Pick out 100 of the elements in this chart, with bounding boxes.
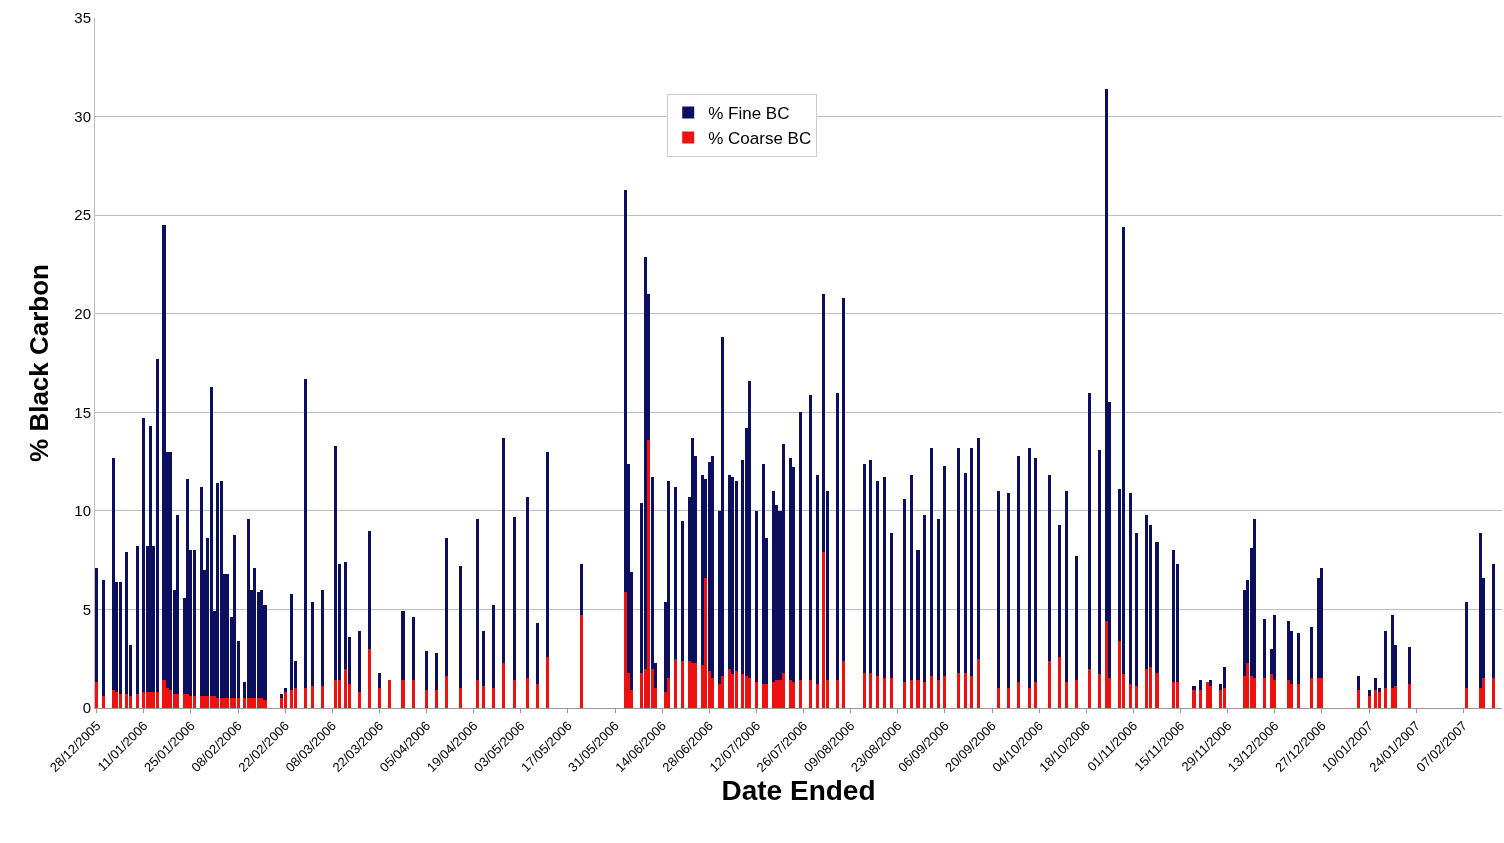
bar xyxy=(1199,680,1203,691)
bar xyxy=(640,672,644,708)
bar xyxy=(1296,684,1300,708)
bar xyxy=(1246,662,1250,708)
bar xyxy=(1155,542,1159,673)
bar xyxy=(236,698,240,708)
bar xyxy=(253,568,257,699)
bar xyxy=(152,692,156,708)
bar xyxy=(579,615,583,708)
bar xyxy=(1128,493,1132,685)
x-axis-title: Date Ended xyxy=(721,774,876,806)
bar xyxy=(903,682,907,708)
bar xyxy=(401,680,405,708)
bar xyxy=(680,520,684,661)
bar xyxy=(1155,672,1159,708)
bar xyxy=(623,591,627,708)
bar xyxy=(475,680,479,708)
bar xyxy=(253,698,257,708)
bar xyxy=(923,682,927,708)
bar xyxy=(135,694,139,708)
bar xyxy=(909,680,913,708)
bar xyxy=(95,682,99,708)
bar xyxy=(674,658,678,708)
bar xyxy=(1407,646,1411,685)
bar xyxy=(1007,688,1011,708)
bar xyxy=(1064,682,1068,708)
bar xyxy=(401,611,405,681)
bar xyxy=(882,477,886,679)
bar xyxy=(1074,556,1078,681)
bar xyxy=(1074,680,1078,708)
bar xyxy=(734,670,738,708)
bar xyxy=(1407,684,1411,708)
bar xyxy=(734,481,738,671)
bar xyxy=(182,694,186,708)
bar xyxy=(263,700,267,708)
bar xyxy=(842,297,846,661)
bar xyxy=(754,682,758,708)
bar xyxy=(791,682,795,708)
bar xyxy=(808,680,812,708)
y-tick-label: 30 xyxy=(74,107,91,125)
bar xyxy=(1492,678,1496,708)
bar xyxy=(761,684,765,708)
bar xyxy=(229,698,233,708)
bar xyxy=(1290,684,1294,708)
bar xyxy=(246,698,250,708)
bar xyxy=(243,698,247,708)
bar xyxy=(536,684,540,708)
bar xyxy=(283,692,287,708)
bar xyxy=(209,386,213,697)
bar xyxy=(155,692,159,708)
bar xyxy=(761,463,765,685)
bar xyxy=(1098,449,1102,675)
bar xyxy=(1057,656,1061,708)
bar xyxy=(929,447,933,677)
bar xyxy=(377,672,381,689)
bar xyxy=(771,491,775,683)
bar xyxy=(1357,676,1361,691)
bar xyxy=(1222,666,1226,689)
bar xyxy=(233,698,237,708)
bar xyxy=(1465,688,1469,708)
bar xyxy=(1175,682,1179,708)
bar xyxy=(862,463,866,673)
bar xyxy=(835,392,839,681)
bar xyxy=(226,698,230,708)
bar xyxy=(694,662,698,708)
bar xyxy=(977,437,981,659)
bar xyxy=(1374,678,1378,691)
bar xyxy=(916,550,920,681)
bar xyxy=(1047,660,1051,708)
bar xyxy=(219,698,223,708)
bar xyxy=(1148,666,1152,708)
y-tick-label: 15 xyxy=(74,403,91,421)
bar xyxy=(923,514,927,683)
bar xyxy=(1034,682,1038,708)
bar xyxy=(142,418,146,693)
bar xyxy=(186,479,190,695)
bar xyxy=(970,676,974,708)
bar xyxy=(701,475,705,665)
bar xyxy=(647,439,651,708)
bar xyxy=(206,696,210,708)
bar xyxy=(690,437,694,663)
bar xyxy=(1192,690,1196,708)
bar xyxy=(798,412,802,681)
bar xyxy=(997,688,1001,708)
bar xyxy=(771,682,775,708)
bar xyxy=(162,680,166,708)
bar xyxy=(1465,601,1469,689)
bar xyxy=(175,694,179,708)
bar xyxy=(943,676,947,708)
bar xyxy=(687,660,691,708)
bar xyxy=(1310,678,1314,708)
bar xyxy=(337,680,341,708)
bar xyxy=(1219,690,1223,708)
bar xyxy=(1286,621,1290,681)
bar xyxy=(1135,686,1139,708)
bar xyxy=(1088,392,1092,669)
bar xyxy=(1104,621,1109,708)
bar xyxy=(310,686,314,708)
bar xyxy=(748,678,752,708)
bar xyxy=(425,690,429,708)
